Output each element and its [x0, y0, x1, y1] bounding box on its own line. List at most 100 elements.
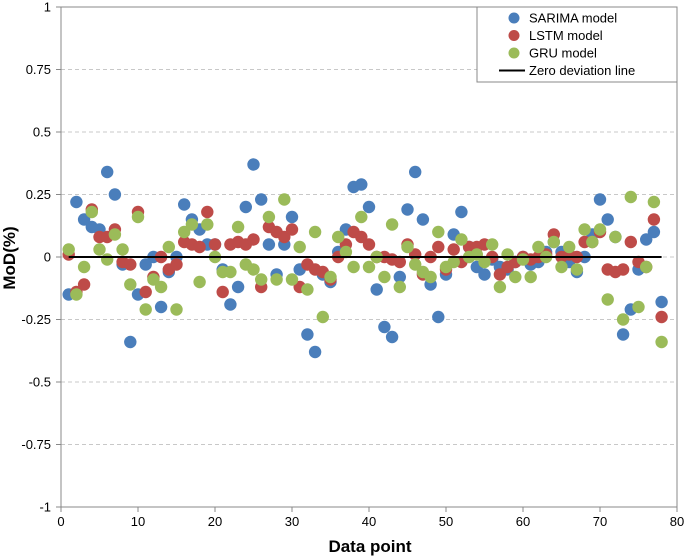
data-point	[285, 223, 299, 236]
data-point	[255, 193, 268, 206]
data-point	[570, 263, 584, 276]
data-point	[632, 300, 645, 314]
data-point	[593, 223, 607, 236]
x-tick-label: 30	[285, 514, 299, 529]
data-point	[224, 265, 237, 279]
data-point	[170, 303, 183, 316]
data-point	[62, 243, 75, 256]
data-point	[301, 328, 314, 341]
data-point	[655, 310, 668, 324]
data-point	[378, 320, 391, 334]
y-tick-label: -0.25	[21, 312, 51, 327]
data-point	[231, 220, 245, 234]
data-point	[378, 270, 391, 284]
y-tick-label: 1	[44, 0, 51, 15]
data-point	[239, 200, 252, 214]
data-point	[362, 260, 376, 274]
x-tick-label: 80	[670, 514, 684, 529]
data-point	[332, 230, 345, 244]
x-axis-title: Data point	[328, 537, 411, 556]
data-point	[139, 303, 152, 316]
data-point	[247, 158, 260, 171]
data-point	[493, 268, 507, 281]
x-tick-label: 10	[131, 514, 145, 529]
data-point	[524, 270, 537, 284]
legend-marker	[508, 47, 520, 59]
data-point	[601, 293, 614, 306]
data-point	[270, 273, 283, 286]
data-point	[601, 213, 614, 226]
data-point	[478, 255, 491, 269]
x-tick-label: 20	[208, 514, 222, 529]
data-point	[355, 178, 368, 191]
x-tick-label: 0	[57, 514, 64, 529]
data-point	[355, 210, 368, 224]
data-point	[70, 288, 83, 301]
legend-marker	[508, 30, 520, 41]
y-tick-label: -1	[39, 500, 51, 515]
data-point	[93, 243, 106, 256]
x-tick-label: 70	[593, 514, 607, 529]
data-point	[624, 190, 637, 204]
legend-marker	[508, 12, 520, 24]
data-point	[262, 238, 276, 251]
data-point	[278, 230, 291, 244]
data-point	[77, 278, 91, 291]
y-tick-label: 0.25	[26, 187, 51, 202]
data-point	[640, 260, 653, 274]
y-tick-label: -0.5	[29, 375, 51, 390]
legend-label: LSTM model	[529, 28, 603, 43]
data-point	[116, 243, 129, 256]
data-point	[578, 223, 591, 236]
data-point	[339, 245, 353, 259]
data-point	[516, 253, 530, 266]
data-point	[616, 313, 630, 326]
data-point	[247, 263, 260, 276]
data-point	[301, 283, 314, 296]
data-point	[324, 270, 337, 284]
data-point	[170, 258, 183, 271]
data-point	[178, 198, 191, 211]
data-point	[77, 213, 91, 226]
data-point	[640, 233, 653, 246]
data-point	[262, 210, 276, 224]
data-point	[308, 225, 322, 239]
data-point	[393, 270, 406, 284]
y-tick-label: 0.5	[33, 125, 51, 140]
data-point	[85, 205, 99, 219]
legend-label: GRU model	[529, 46, 597, 61]
data-point	[193, 240, 206, 254]
data-point	[147, 273, 160, 286]
data-point	[278, 193, 291, 206]
data-point	[616, 263, 630, 276]
data-point	[355, 230, 368, 244]
data-point	[201, 218, 214, 231]
x-tick-label: 60	[516, 514, 530, 529]
data-point	[101, 253, 114, 266]
data-point	[208, 238, 222, 251]
data-point	[124, 278, 137, 291]
data-point	[193, 275, 206, 289]
data-point	[409, 165, 422, 179]
y-tick-label: 0.75	[26, 62, 51, 77]
data-point	[655, 295, 668, 309]
data-point	[185, 218, 199, 231]
y-tick-label: 0	[44, 250, 51, 265]
data-point	[647, 225, 661, 239]
data-point	[385, 330, 399, 344]
legend: SARIMA model LSTM model GRU model Zero devi…	[476, 6, 678, 83]
data-point	[416, 213, 430, 226]
data-point	[655, 335, 668, 349]
data-point	[139, 285, 152, 299]
y-tick-label: -0.75	[21, 437, 51, 452]
data-point	[162, 240, 175, 254]
data-point	[609, 230, 622, 244]
y-axis-title: MoD(%)	[0, 226, 19, 289]
data-point	[509, 270, 522, 284]
data-point	[285, 210, 299, 224]
data-point	[432, 240, 445, 254]
data-point	[493, 280, 507, 294]
data-point	[347, 260, 360, 274]
